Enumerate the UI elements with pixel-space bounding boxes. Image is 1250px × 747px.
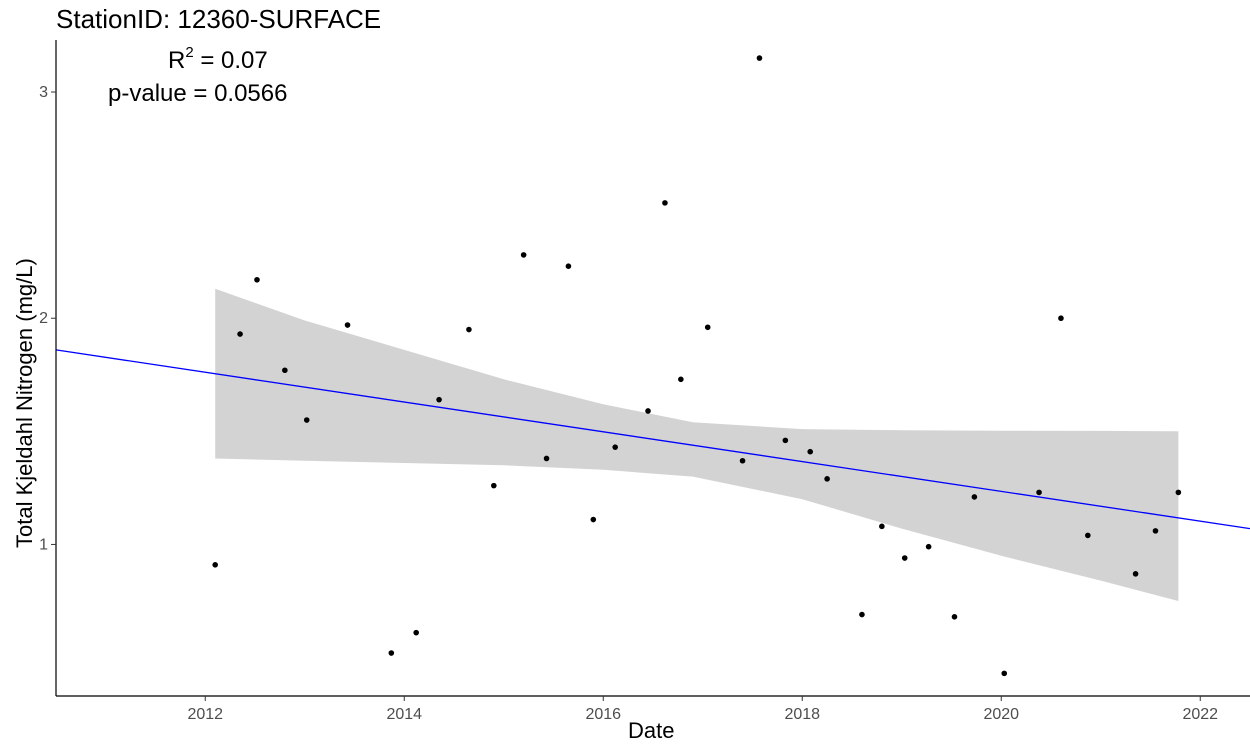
r-squared-symbol: R bbox=[168, 47, 186, 74]
x-tick-label: 2022 bbox=[1182, 706, 1218, 723]
data-point bbox=[466, 326, 472, 333]
y-tick-label: 3 bbox=[39, 84, 48, 101]
data-point bbox=[756, 55, 763, 61]
data-point bbox=[807, 448, 814, 455]
r-squared-exponent: 2 bbox=[185, 44, 194, 61]
r-squared-annotation: R2 = 0.07 bbox=[168, 44, 268, 75]
data-point bbox=[782, 437, 789, 444]
data-point bbox=[971, 494, 978, 500]
x-tick-label: 2012 bbox=[187, 706, 223, 723]
data-point bbox=[704, 324, 711, 331]
x-tick-label: 2020 bbox=[983, 706, 1019, 723]
data-point bbox=[436, 396, 442, 403]
data-point bbox=[388, 650, 395, 656]
p-value-annotation: p-value = 0.0566 bbox=[108, 80, 288, 107]
data-point bbox=[901, 555, 908, 561]
data-point bbox=[1175, 489, 1182, 496]
data-point bbox=[543, 455, 550, 462]
data-point bbox=[282, 367, 288, 374]
x-tick-label: 2014 bbox=[386, 706, 422, 723]
x-axis-label: Date bbox=[628, 718, 675, 743]
data-point bbox=[859, 611, 865, 618]
y-axis-label: Total Kjeldahl Nitrogen (mg/L) bbox=[12, 258, 37, 548]
data-point bbox=[678, 376, 684, 383]
data-point bbox=[1001, 670, 1008, 677]
data-point bbox=[824, 476, 830, 482]
data-point bbox=[1085, 532, 1091, 539]
data-point bbox=[254, 276, 260, 283]
x-tick-label: 2018 bbox=[784, 706, 820, 723]
data-point bbox=[565, 263, 572, 270]
r-squared-value: = 0.07 bbox=[193, 47, 268, 74]
x-tick-label: 2016 bbox=[585, 706, 621, 723]
data-point bbox=[645, 408, 651, 414]
y-tick-label: 2 bbox=[39, 310, 48, 327]
data-point bbox=[491, 482, 497, 489]
data-point bbox=[925, 543, 932, 550]
data-point bbox=[1152, 528, 1159, 534]
data-point bbox=[1132, 571, 1139, 577]
data-point bbox=[879, 523, 885, 530]
data-point bbox=[303, 417, 310, 423]
data-point bbox=[1036, 489, 1042, 496]
chart-title: StationID: 12360-SURFACE bbox=[56, 4, 382, 34]
confidence-band bbox=[215, 288, 1179, 601]
data-point bbox=[212, 562, 218, 568]
data-point bbox=[413, 629, 419, 636]
trend-line bbox=[55, 349, 1250, 530]
data-point bbox=[590, 516, 597, 523]
data-point bbox=[520, 252, 527, 258]
data-point bbox=[1058, 315, 1064, 322]
y-tick-label: 1 bbox=[39, 536, 48, 553]
data-point bbox=[739, 457, 746, 464]
data-point bbox=[612, 444, 618, 450]
data-point bbox=[951, 614, 958, 620]
data-point bbox=[237, 331, 243, 337]
data-point bbox=[662, 200, 668, 206]
data-point bbox=[344, 322, 351, 328]
